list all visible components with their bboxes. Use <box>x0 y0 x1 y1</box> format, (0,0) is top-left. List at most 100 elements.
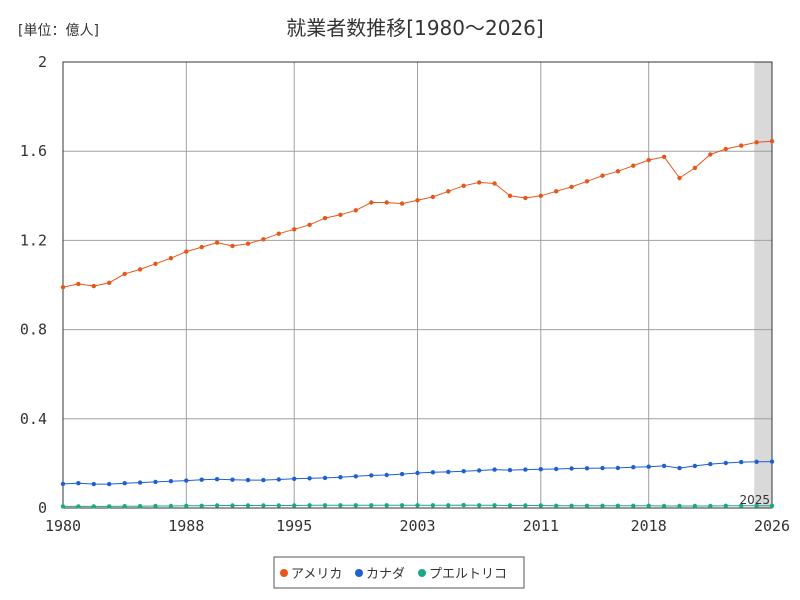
y-tick-label: 2 <box>38 53 47 71</box>
data-point <box>399 503 405 508</box>
data-point <box>461 469 466 474</box>
data-point <box>399 201 405 206</box>
data-point <box>584 503 590 508</box>
data-point <box>137 480 143 485</box>
data-point <box>430 470 436 475</box>
data-point <box>384 503 389 508</box>
data-point <box>60 504 66 509</box>
data-point <box>631 503 636 508</box>
data-point <box>384 200 389 205</box>
data-point <box>307 222 312 227</box>
data-point <box>153 503 158 509</box>
data-point <box>461 183 466 188</box>
data-point <box>554 503 559 508</box>
data-point <box>692 165 698 171</box>
data-point <box>292 503 297 508</box>
data-point <box>584 179 590 184</box>
data-point <box>76 481 81 486</box>
data-point <box>739 503 744 508</box>
data-point <box>199 503 204 508</box>
data-point <box>276 231 281 236</box>
data-point <box>446 189 451 194</box>
data-point <box>661 503 667 509</box>
data-point <box>584 466 590 471</box>
data-point <box>230 243 235 249</box>
data-point <box>430 194 436 200</box>
data-point <box>338 503 343 508</box>
x-tick-label: 2026 <box>754 517 790 535</box>
series-1 <box>60 139 775 290</box>
data-point <box>538 503 543 508</box>
data-point <box>214 240 220 245</box>
data-point <box>307 503 312 508</box>
legend-marker <box>418 569 426 577</box>
x-tick-label: 1995 <box>276 517 312 535</box>
data-point <box>600 503 605 508</box>
y-tick-label: 0.4 <box>20 410 47 428</box>
data-point <box>523 195 528 201</box>
data-point <box>754 459 759 464</box>
data-point <box>708 152 713 157</box>
data-point <box>168 479 174 484</box>
data-point <box>338 475 343 480</box>
data-point <box>245 241 251 246</box>
data-point <box>461 502 466 508</box>
data-point <box>446 469 451 475</box>
x-tick-label: 1980 <box>45 517 81 535</box>
data-point <box>492 503 497 508</box>
data-point <box>646 464 651 469</box>
legend-label: アメリカ <box>291 567 342 582</box>
data-point <box>369 503 374 508</box>
data-point <box>91 283 97 289</box>
x-tick-label: 1988 <box>168 517 204 535</box>
data-point <box>430 503 436 508</box>
data-point <box>153 479 158 485</box>
data-point <box>353 474 358 479</box>
data-point <box>723 503 728 508</box>
data-point <box>369 473 374 478</box>
legend-label: プエルトリコ <box>429 567 507 582</box>
data-point <box>292 227 297 232</box>
data-point <box>60 481 66 487</box>
plot-border <box>62 61 773 509</box>
chart-title: 就業者数推移[1980～2026] <box>286 16 543 40</box>
data-point <box>677 465 682 471</box>
data-point <box>769 503 775 508</box>
data-point <box>184 478 189 483</box>
data-point <box>723 146 728 152</box>
data-point <box>338 212 343 217</box>
data-point <box>214 503 220 508</box>
data-point <box>214 477 220 482</box>
data-point <box>322 503 328 508</box>
data-point <box>292 476 297 481</box>
data-point <box>353 503 358 508</box>
data-point <box>646 157 651 163</box>
data-point <box>353 208 358 213</box>
series-3 <box>60 502 775 509</box>
data-point <box>646 503 651 508</box>
data-point <box>615 465 621 471</box>
x-tick-label: 2018 <box>631 517 667 535</box>
gridlines <box>63 62 772 508</box>
data-point <box>415 198 420 203</box>
data-point <box>168 256 174 261</box>
data-point <box>554 189 559 194</box>
data-point <box>492 467 497 472</box>
data-point <box>600 465 605 471</box>
y-tick-label: 1.2 <box>20 231 47 249</box>
series-2 <box>60 459 775 487</box>
data-point <box>492 181 497 186</box>
data-point <box>754 503 759 508</box>
data-point <box>569 184 574 190</box>
data-point <box>230 477 235 482</box>
data-point <box>739 143 744 148</box>
unit-label: [単位：億人] <box>18 23 99 39</box>
x-tick-label: 2003 <box>399 517 435 535</box>
data-point <box>60 285 66 290</box>
data-point <box>538 467 543 472</box>
data-point <box>523 503 528 508</box>
legend-marker <box>355 569 363 577</box>
y-tick-label: 0 <box>38 499 47 517</box>
data-point <box>322 475 328 481</box>
